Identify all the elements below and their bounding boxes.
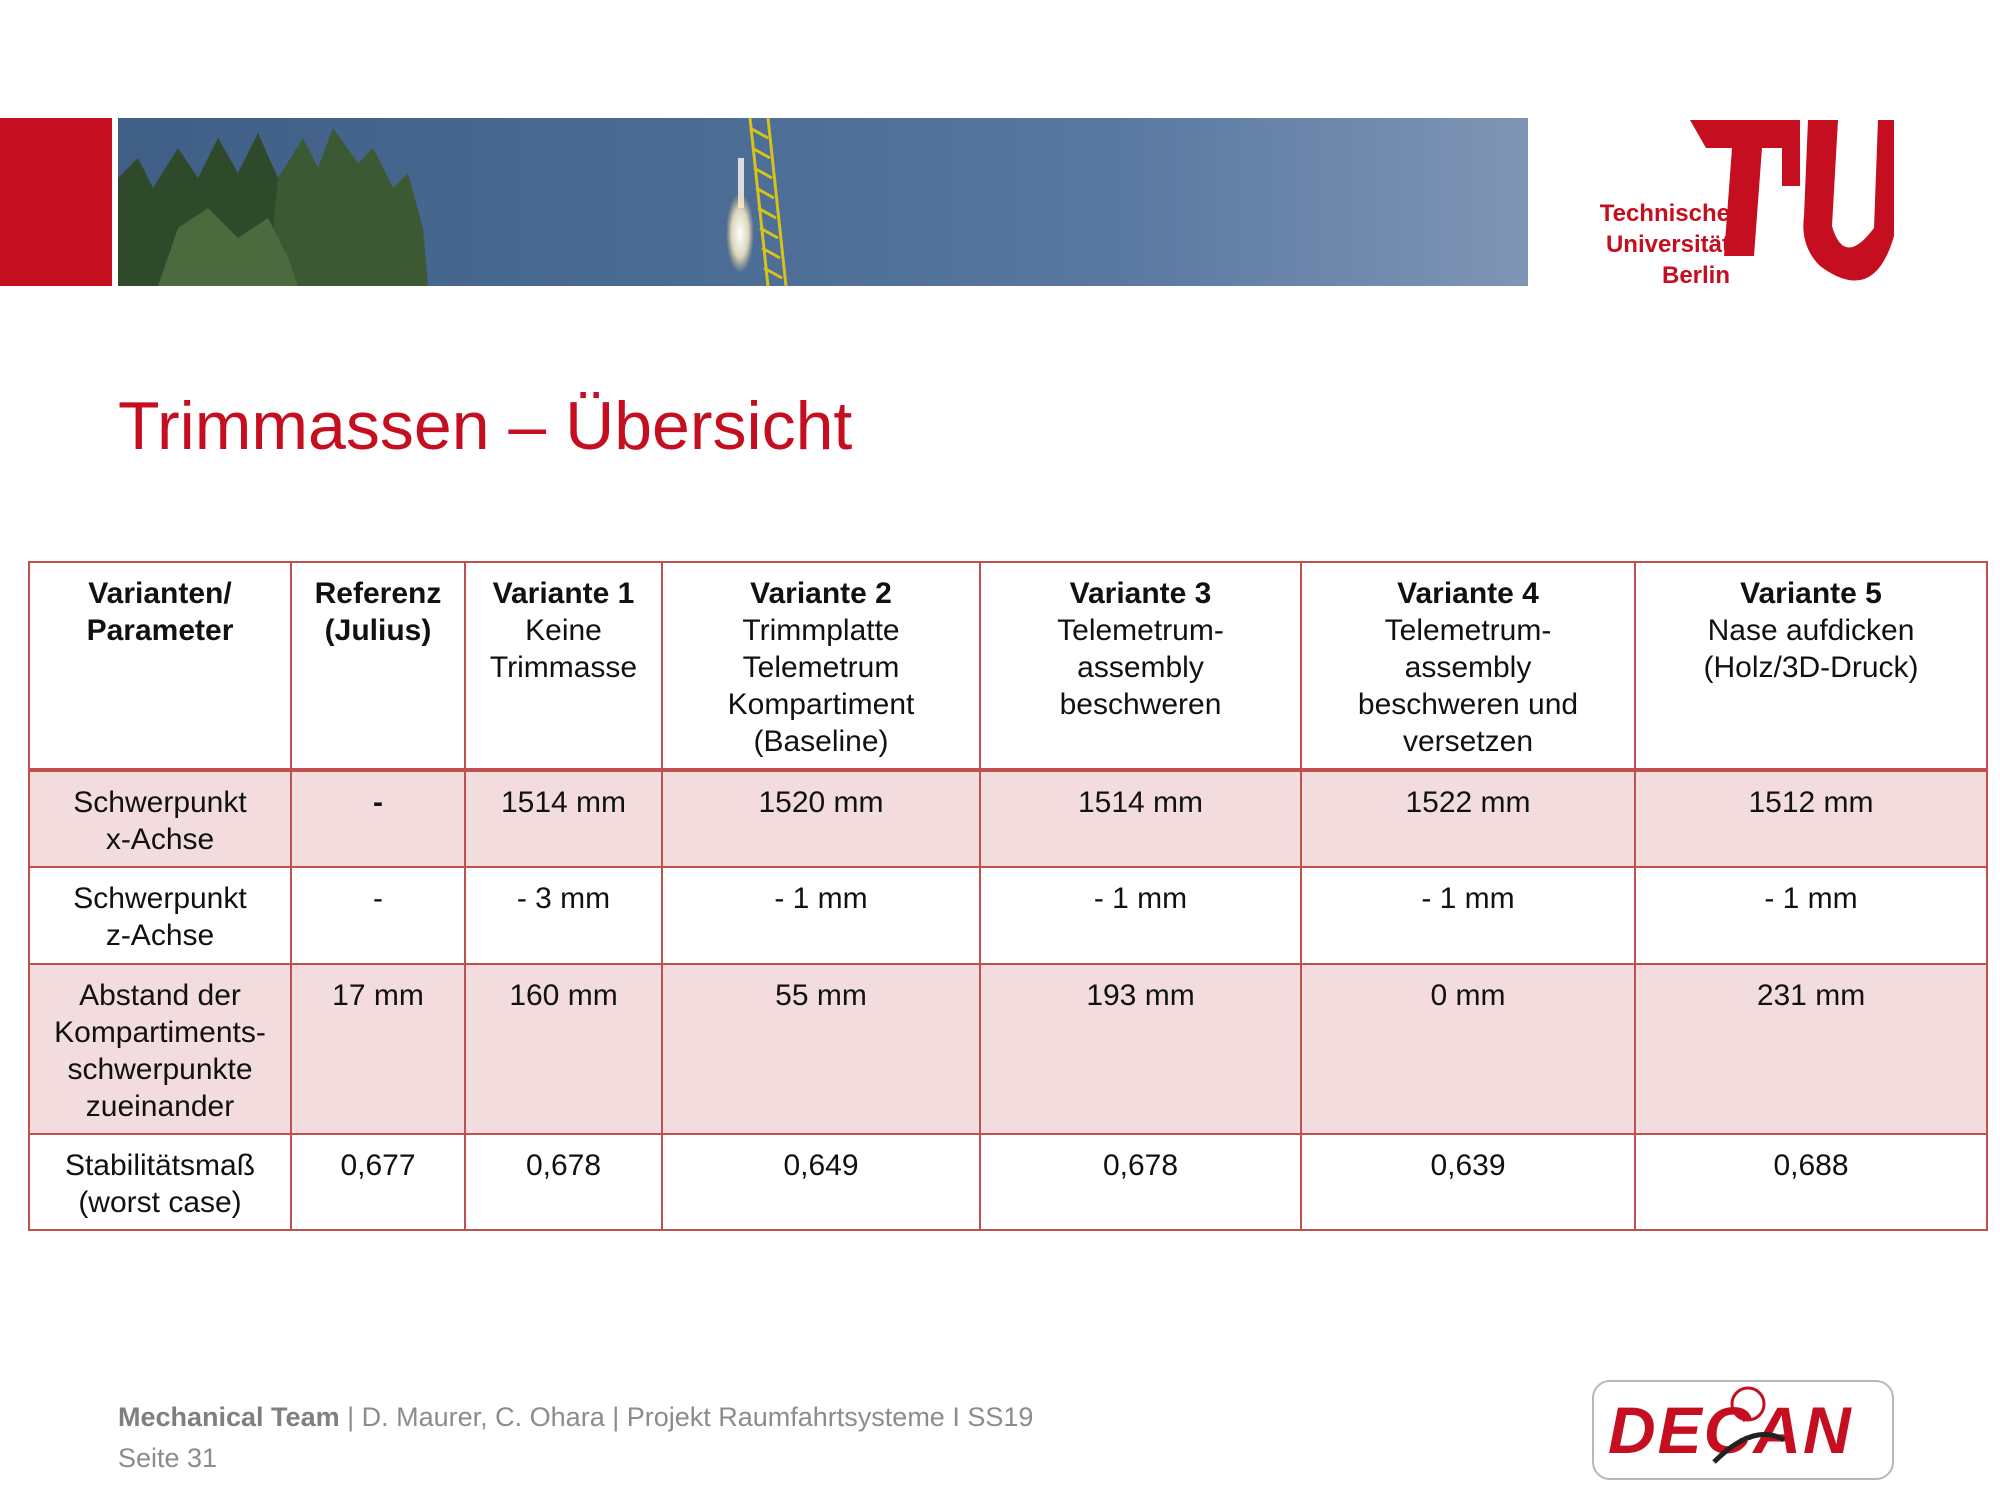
header-red-block	[0, 118, 112, 286]
header-cell-variante-5: Variante 5 Nase aufdicken (Holz/3D-Druck…	[1634, 561, 1988, 772]
row-label: Schwerpunkt z-Achse	[28, 866, 292, 965]
table-cell: 17 mm	[290, 963, 466, 1135]
row-label: Abstand der Kompartiments- schwerpunkte …	[28, 963, 292, 1135]
table-cell: - 3 mm	[464, 866, 663, 965]
table-cell: -	[290, 866, 466, 965]
footer-credits: Mechanical Team | D. Maurer, C. Ohara | …	[118, 1402, 1033, 1433]
header-cell-variante-4: Variante 4 Telemetrum- assembly beschwer…	[1300, 561, 1636, 772]
row-label: Schwerpunkt x-Achse	[28, 769, 292, 868]
header-cell-parameter: Varianten/Parameter	[28, 561, 292, 772]
table-cell: - 1 mm	[979, 866, 1302, 965]
logo-line-2: Universität	[1605, 231, 1730, 258]
tu-berlin-logo: Technische Universität Berlin berlin	[1582, 116, 1894, 296]
table-row-schwerpunkt-x: Schwerpunkt x-Achse - 1514 mm 1520 mm 15…	[28, 769, 1988, 868]
table-cell: - 1 mm	[1300, 866, 1636, 965]
table-cell: 1520 mm	[661, 769, 981, 868]
footer-team: Mechanical Team	[118, 1402, 340, 1432]
table-cell: 1514 mm	[464, 769, 663, 868]
table-cell: 231 mm	[1634, 963, 1988, 1135]
table-cell: -	[290, 769, 466, 868]
rocket-launch-photo	[118, 118, 788, 286]
tu-logo-text: Technische Universität Berlin	[1582, 198, 1730, 291]
table-cell: 0,678	[464, 1133, 663, 1231]
table-cell: 160 mm	[464, 963, 663, 1135]
table-cell: 193 mm	[979, 963, 1302, 1135]
row-label: Stabilitätsmaß (worst case)	[28, 1133, 292, 1231]
table-header-row: Varianten/Parameter Referenz (Julius) Var…	[28, 561, 1988, 772]
header-cell-variante-1: Variante 1 Keine Trimmasse	[464, 561, 663, 772]
table-cell: 1522 mm	[1300, 769, 1636, 868]
table-cell: 0,678	[979, 1133, 1302, 1231]
header-cell-referenz: Referenz (Julius)	[290, 561, 466, 772]
header-cell-variante-2: Variante 2 Trimmplatte Telemetrum Kompar…	[661, 561, 981, 772]
decan-rocket-swoosh-icon	[1712, 1386, 1786, 1464]
table-cell: 1512 mm	[1634, 769, 1988, 868]
logo-line-1: Technische	[1599, 200, 1730, 227]
table-cell: 55 mm	[661, 963, 981, 1135]
table-cell: 0,677	[290, 1133, 466, 1231]
table-cell: - 1 mm	[661, 866, 981, 965]
page-title: Trimmassen – Übersicht	[118, 388, 853, 464]
header-cell-variante-3: Variante 3 Telemetrum- assembly beschwer…	[979, 561, 1302, 772]
trimmassen-table: Varianten/Parameter Referenz (Julius) Var…	[28, 561, 1988, 1231]
table-cell: 0,639	[1300, 1133, 1636, 1231]
logo-line-3: Berlin	[1661, 262, 1730, 289]
table-cell: 0 mm	[1300, 963, 1636, 1135]
page-number: Seite 31	[118, 1443, 218, 1473]
table-cell: 0,688	[1634, 1133, 1988, 1231]
decan-logo-text: DECAN	[1608, 1393, 1853, 1467]
tu-logo-side-word: berlin	[1844, 145, 1874, 216]
footer-details: | D. Maurer, C. Ohara | Projekt Raumfahr…	[347, 1402, 1034, 1432]
decan-logo: DECAN	[1592, 1380, 1894, 1480]
table-cell: 0,649	[661, 1133, 981, 1231]
table-row-schwerpunkt-z: Schwerpunkt z-Achse - - 3 mm - 1 mm - 1 …	[28, 866, 1988, 965]
table-cell: - 1 mm	[1634, 866, 1988, 965]
header-banner-image	[118, 118, 1528, 286]
table-cell: 1514 mm	[979, 769, 1302, 868]
table-row-abstand: Abstand der Kompartiments- schwerpunkte …	[28, 963, 1988, 1135]
table-row-stabilitaet: Stabilitätsmaß (worst case) 0,677 0,678 …	[28, 1133, 1988, 1231]
